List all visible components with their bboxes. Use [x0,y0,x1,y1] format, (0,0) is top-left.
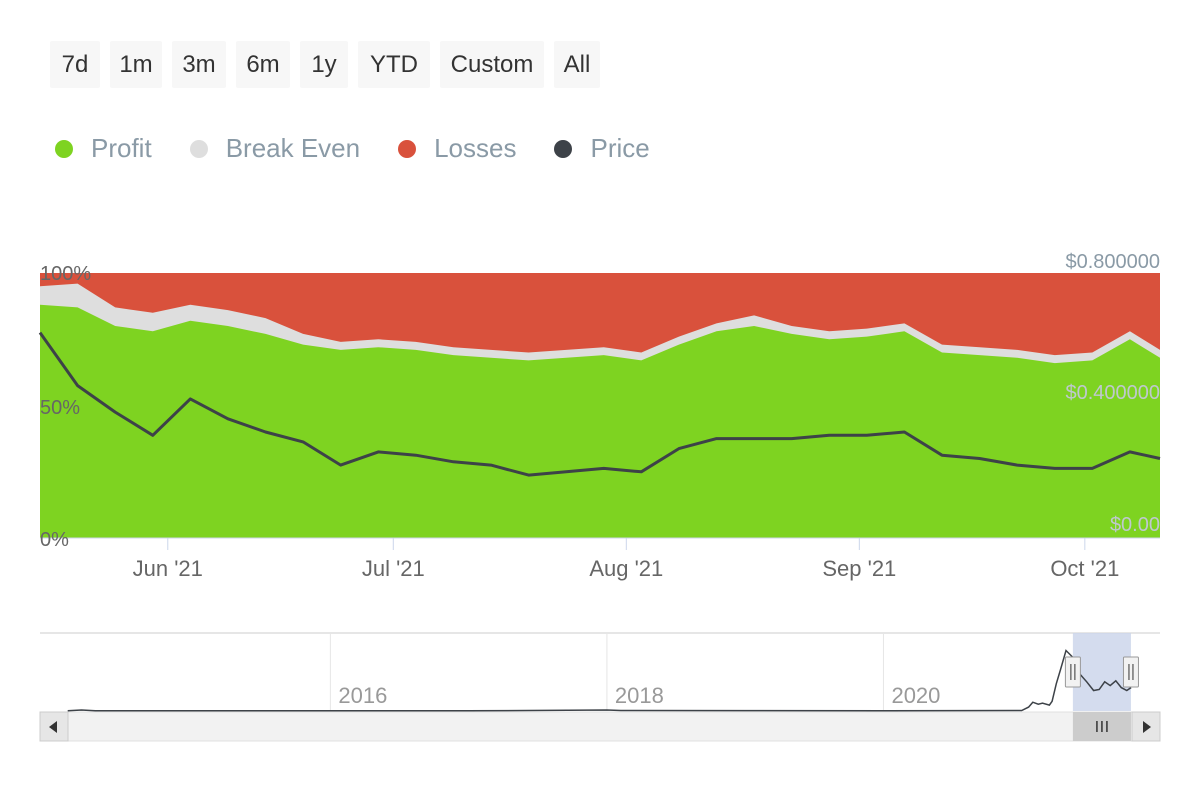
legend-label-break-even: Break Even [225,133,361,163]
x-tick-label: Sep '21 [822,556,896,581]
x-tick-label: Oct '21 [1050,556,1119,581]
y-right-tick-zero: $0.00 [1110,514,1160,536]
range-button-custom[interactable]: Custom [440,41,544,88]
chart-legend: Profit Break Even Losses Price [55,133,650,164]
legend-dot-break-even-icon [189,139,208,158]
main-plot [38,273,1161,539]
navigator-year-label: 2018 [615,683,664,708]
range-button-1y[interactable]: 1y [300,41,348,88]
price-line [38,331,1161,477]
y-left-tick-50: 50% [40,397,80,419]
y-right-tick-top: $0.800000 [1065,251,1160,273]
navigator-selection[interactable] [1072,633,1131,711]
legend-label-profit: Profit [91,133,152,163]
navigator-right-handle[interactable] [1122,656,1139,688]
x-axis: Jun '21 Jul '21 Aug '21 Sep '21 Oct '21 [133,538,1119,581]
range-button-6m[interactable]: 6m [236,41,290,88]
legend-dot-price-icon [554,139,573,158]
scrollbar[interactable] [39,711,1161,742]
range-button-1m[interactable]: 1m [110,41,162,88]
range-selector: 7d 1m 3m 6m 1y YTD Custom All [50,41,600,88]
range-button-3m[interactable]: 3m [172,41,226,88]
legend-label-losses: Losses [434,133,517,163]
y-left-tick-0: 0% [40,529,69,551]
arrow-left-icon [49,721,57,733]
legend-item-losses[interactable]: Losses [398,133,516,164]
legend-dot-losses-icon [398,139,417,158]
range-button-ytd[interactable]: YTD [358,41,430,88]
navigator: 2016 2018 2020 [40,632,1160,712]
range-button-all[interactable]: All [554,41,600,88]
y-axis-right: $0.800000 $0.400000 $0.00 [1065,251,1160,536]
legend-label-price: Price [590,133,650,163]
navigator-price-line-selected [1072,657,1132,692]
x-tick-label: Aug '21 [589,556,663,581]
legend-item-break-even[interactable]: Break Even [189,133,361,164]
navigator-year-label: 2020 [891,683,940,708]
arrow-right-icon [1143,721,1151,733]
navigator-grid: 2016 2018 2020 [329,633,940,711]
scrollbar-grip-icon [1096,721,1108,732]
legend-dot-profit-icon [55,139,73,158]
navigator-left-handle[interactable] [1064,656,1081,688]
legend-item-profit[interactable]: Profit [55,133,152,164]
profit-area [40,304,1160,538]
range-button-7d[interactable]: 7d [50,41,100,88]
y-axis-left: 100% 50% 0% [40,263,91,551]
y-left-tick-100: 100% [40,263,91,285]
navigator-year-label: 2016 [338,683,387,708]
x-tick-label: Jun '21 [133,556,203,581]
x-tick-label: Jul '21 [362,556,425,581]
scrollbar-track[interactable] [39,711,1161,742]
legend-item-price[interactable]: Price [554,133,650,164]
navigator-price-line [67,649,1132,712]
y-right-tick-mid: $0.400000 [1065,382,1160,404]
